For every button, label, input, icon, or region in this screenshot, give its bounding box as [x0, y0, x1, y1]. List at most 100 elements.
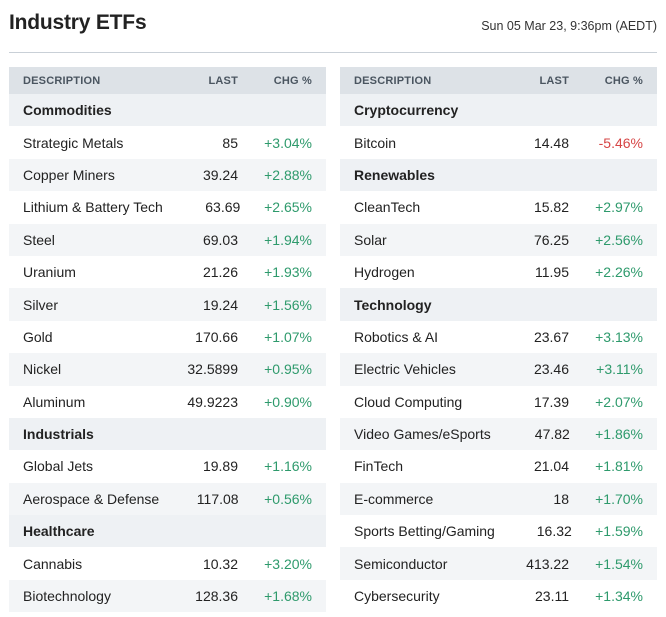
table-row[interactable]: Robotics & AI 23.67 +3.13%	[340, 321, 657, 353]
change-percent: +0.56%	[264, 490, 312, 507]
last-price: 19.89	[202, 458, 238, 475]
last-price: 19.24	[202, 296, 238, 313]
category-label: Renewables	[354, 166, 435, 183]
etf-name-link[interactable]: Video Games/eSports	[354, 426, 491, 443]
etf-name-link[interactable]: Electric Vehicles	[354, 361, 456, 378]
category-header: Renewables	[340, 158, 657, 192]
etf-name-link[interactable]: Aluminum	[23, 393, 86, 410]
table-row[interactable]: Solar 76.25 +2.56%	[340, 223, 657, 256]
table-row[interactable]: Cloud Computing 17.39 +2.07%	[340, 386, 657, 418]
column-header-last[interactable]: LAST	[208, 74, 238, 87]
table-row[interactable]: Aerospace & Defense 117.08 +0.56%	[9, 482, 326, 516]
last-price: 21.26	[202, 264, 238, 281]
table-row[interactable]: Biotechnology 128.36 +1.68%	[9, 579, 326, 613]
etf-name-link[interactable]: E-commerce	[354, 490, 434, 507]
table-row[interactable]: E-commerce 18 +1.70%	[340, 482, 657, 516]
change-percent: +3.20%	[264, 555, 312, 572]
column-header-chg[interactable]: CHG %	[273, 74, 312, 87]
column-header-description[interactable]: DESCRIPTION	[23, 74, 101, 87]
etf-name-link[interactable]: Nickel	[23, 361, 62, 378]
etf-name-link[interactable]: Cloud Computing	[354, 393, 463, 410]
table-row[interactable]: Electric Vehicles 23.46 +3.11%	[340, 353, 657, 386]
table-row[interactable]: CleanTech 15.82 +2.97%	[340, 191, 657, 223]
change-percent: +2.56%	[595, 231, 643, 248]
change-percent: +1.59%	[595, 523, 643, 540]
etf-name-link[interactable]: Global Jets	[23, 458, 94, 475]
category-header: Industrials	[9, 417, 326, 451]
category-label: Commodities	[23, 102, 112, 119]
column-header-last[interactable]: LAST	[539, 74, 569, 87]
etf-name-link[interactable]: Bitcoin	[354, 134, 397, 151]
table-row[interactable]: Cybersecurity 23.11 +1.34%	[340, 580, 657, 612]
table-row[interactable]: Aluminum 49.9223 +0.90%	[9, 386, 326, 418]
last-price: 21.04	[533, 458, 569, 475]
etf-name-link[interactable]: Hydrogen	[354, 264, 415, 281]
etf-name-link[interactable]: Biotechnology	[23, 588, 111, 605]
last-price: 63.69	[205, 199, 241, 216]
etf-name-link[interactable]: Cybersecurity	[354, 588, 440, 605]
table-row[interactable]: Video Games/eSports 47.82 +1.86%	[340, 417, 657, 451]
etf-table-left: DESCRIPTION LAST CHG % Commodities Strate…	[9, 67, 326, 613]
etf-name-link[interactable]: FinTech	[354, 458, 404, 475]
etf-name-link[interactable]: Gold	[23, 328, 53, 345]
page-title: Industry ETFs	[9, 11, 147, 34]
last-price: 23.67	[533, 328, 569, 345]
category-label: Cryptocurrency	[354, 102, 459, 119]
last-price: 39.24	[202, 166, 238, 183]
change-percent: +1.70%	[595, 490, 643, 507]
etf-name-link[interactable]: Lithium & Battery Tech	[23, 199, 163, 216]
column-header-description[interactable]: DESCRIPTION	[354, 74, 432, 87]
column-header-chg[interactable]: CHG %	[604, 74, 643, 87]
change-percent: +0.95%	[264, 361, 312, 378]
change-percent: +2.97%	[595, 199, 643, 216]
etf-name-link[interactable]: Robotics & AI	[354, 328, 439, 345]
table-row[interactable]: Copper Miners 39.24 +2.88%	[9, 158, 326, 192]
timestamp: Sun 05 Mar 23, 9:36pm (AEDT)	[481, 19, 657, 33]
category-header: Commodities	[9, 94, 326, 127]
table-row[interactable]: Silver 19.24 +1.56%	[9, 288, 326, 321]
last-price: 10.32	[202, 555, 238, 572]
change-percent: +1.81%	[595, 458, 643, 475]
table-row[interactable]: Cannabis 10.32 +3.20%	[9, 547, 326, 579]
change-percent: +2.88%	[264, 166, 312, 183]
etf-name-link[interactable]: Copper Miners	[23, 166, 115, 183]
table-row[interactable]: Hydrogen 11.95 +2.26%	[340, 256, 657, 288]
table-body: Commodities Strategic Metals 85 +3.04% Coppe…	[9, 94, 326, 613]
etf-name-link[interactable]: Cannabis	[23, 555, 83, 572]
change-percent: +1.34%	[595, 588, 643, 605]
table-row[interactable]: Lithium & Battery Tech 63.69 +2.65%	[9, 191, 326, 223]
category-header: Technology	[340, 288, 657, 321]
change-percent: +1.93%	[264, 264, 312, 281]
last-price: 413.22	[526, 555, 569, 572]
etf-name-link[interactable]: Steel	[23, 231, 55, 248]
last-price: 16.32	[536, 523, 572, 540]
table-header: DESCRIPTION LAST CHG %	[9, 67, 326, 94]
category-label: Healthcare	[23, 523, 95, 540]
last-price: 117.08	[196, 490, 239, 507]
table-row[interactable]: Global Jets 19.89 +1.16%	[9, 450, 326, 482]
last-price: 18	[553, 490, 569, 507]
table-row[interactable]: Steel 69.03 +1.94%	[9, 223, 326, 256]
last-price: 170.66	[195, 328, 238, 345]
category-header: Cryptocurrency	[340, 94, 657, 127]
last-price: 11.95	[535, 264, 569, 281]
table-row[interactable]: Bitcoin 14.48 -5.46%	[340, 126, 657, 158]
table-row[interactable]: Uranium 21.26 +1.93%	[9, 256, 326, 288]
etf-name-link[interactable]: Uranium	[23, 264, 76, 281]
etf-name-link[interactable]: Solar	[354, 231, 387, 248]
etf-name-link[interactable]: CleanTech	[354, 199, 421, 216]
table-row[interactable]: Nickel 32.5899 +0.95%	[9, 353, 326, 386]
table-row[interactable]: FinTech 21.04 +1.81%	[340, 450, 657, 482]
etf-name-link[interactable]: Semiconductor	[354, 555, 448, 572]
etf-name-link[interactable]: Strategic Metals	[23, 134, 124, 151]
etf-name-link[interactable]: Sports Betting/Gaming	[354, 523, 495, 540]
etf-name-link[interactable]: Silver	[23, 296, 59, 313]
change-percent: +1.07%	[264, 328, 312, 345]
change-percent: +0.90%	[264, 393, 312, 410]
table-row[interactable]: Strategic Metals 85 +3.04%	[9, 126, 326, 158]
table-row[interactable]: Semiconductor 413.22 +1.54%	[340, 547, 657, 580]
table-row[interactable]: Gold 170.66 +1.07%	[9, 321, 326, 353]
last-price: 14.48	[533, 134, 569, 151]
etf-name-link[interactable]: Aerospace & Defense	[23, 490, 160, 507]
table-row[interactable]: Sports Betting/Gaming 16.32 +1.59%	[340, 515, 657, 547]
